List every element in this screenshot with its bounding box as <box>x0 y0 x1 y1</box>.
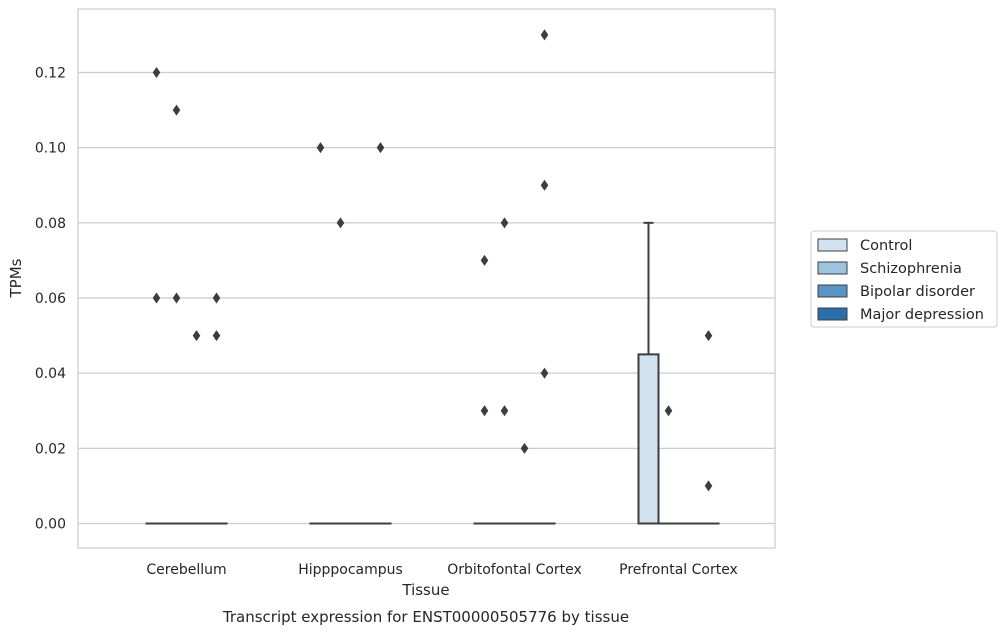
outlier-point <box>664 405 673 417</box>
y-axis-title: TPMs <box>7 258 25 298</box>
outlier-point <box>520 442 529 454</box>
x-axis-title: Tissue <box>401 581 449 599</box>
legend-label: Control <box>860 238 912 254</box>
y-tick-labels: 0.00 0.02 0.04 0.06 0.08 0.10 0.12 <box>35 66 66 533</box>
x-tick-labels: Cerebellum Hipppocampus Orbitofontal Corte… <box>146 562 737 578</box>
x-tick-label: Orbitofontal Cortex <box>447 562 582 578</box>
legend-label: Major depression <box>860 307 984 323</box>
y-tick-label: 0.10 <box>35 141 66 157</box>
outlier-point <box>540 179 549 191</box>
y-tick-label: 0.04 <box>35 366 66 382</box>
plot-frame <box>77 8 776 549</box>
outlier-point <box>212 330 221 342</box>
x-tick-label: Hipppocampus <box>298 562 403 578</box>
outlier-point <box>172 292 181 304</box>
outlier-point <box>336 217 345 229</box>
y-tick-label: 0.00 <box>35 517 66 533</box>
outlier-point <box>540 29 549 41</box>
legend-label: Schizophrenia <box>860 261 962 277</box>
chart-title: Transcript expression for ENST0000050577… <box>222 608 629 626</box>
legend-frame <box>810 230 998 328</box>
outlier-point <box>704 480 713 492</box>
x-tick-label: Cerebellum <box>146 562 226 578</box>
outlier-point <box>704 330 713 342</box>
outlier-point <box>540 367 549 379</box>
x-tick-label: Prefrontal Cortex <box>619 562 738 578</box>
legend-swatch <box>817 261 848 275</box>
outlier-layer <box>152 29 713 492</box>
legend-items: Control Schizophrenia Bipolar disorder Majo… <box>817 238 984 323</box>
legend: Control Schizophrenia Bipolar disorder Majo… <box>810 230 998 328</box>
outlier-point <box>172 104 181 116</box>
y-tick-label: 0.12 <box>35 66 66 82</box>
y-tick-label: 0.06 <box>35 291 66 307</box>
outlier-point <box>152 67 161 78</box>
legend-swatch <box>817 238 848 252</box>
y-tick-label: 0.08 <box>35 216 66 232</box>
outlier-point <box>480 254 489 266</box>
outlier-point <box>152 292 161 304</box>
outlier-point <box>376 142 385 154</box>
legend-swatch <box>817 284 848 298</box>
outlier-point <box>480 405 489 417</box>
y-tick-label: 0.02 <box>35 441 66 457</box>
outlier-point <box>212 292 221 304</box>
box-layer <box>145 221 720 525</box>
outlier-point <box>316 142 325 154</box>
outlier-point <box>192 330 201 342</box>
outlier-point <box>500 217 509 229</box>
box <box>637 353 660 525</box>
legend-label: Bipolar disorder <box>860 284 975 300</box>
outlier-point <box>500 405 509 417</box>
legend-swatch <box>817 307 848 321</box>
